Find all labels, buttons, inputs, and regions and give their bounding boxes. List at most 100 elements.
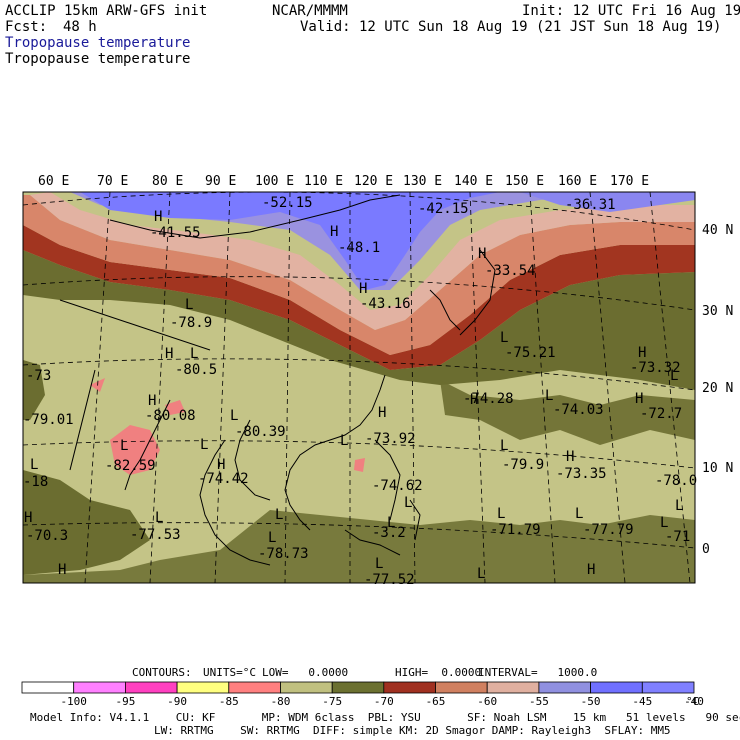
low-marker: L	[497, 506, 505, 522]
colorbar-swatch	[73, 681, 126, 694]
colorbar	[21, 681, 695, 694]
colorbar-tick-label: -100	[60, 695, 87, 708]
high-marker: H	[378, 405, 386, 421]
value-label: -42.15	[418, 201, 469, 217]
colorbar-tick-label: -55	[529, 695, 549, 708]
colorbar-swatch	[538, 681, 592, 694]
field-title-contour: Tropopause temperature	[5, 51, 191, 67]
value-label: -79.01	[23, 412, 74, 428]
high-marker: H	[635, 391, 643, 407]
low-marker: L	[670, 368, 678, 384]
value-label: -48.1	[338, 240, 380, 256]
colorbar-swatch	[435, 681, 488, 694]
colorbar-unit: °C	[686, 695, 699, 708]
lon-label: 120 E	[354, 174, 393, 189]
value-label: -77.53	[130, 527, 181, 543]
forecast-hour: 48 h	[63, 19, 97, 35]
value-label: -71	[665, 529, 690, 545]
value-label: -52.15	[262, 195, 313, 211]
value-label: -74.42	[198, 471, 249, 487]
colorbar-tick-label: -40	[684, 695, 704, 708]
low-marker: L	[500, 438, 508, 454]
longitude-labels: 60 E 70 E 80 E 90 E 100 E 110 E 120 E 13…	[38, 174, 649, 189]
high-marker: H	[587, 562, 595, 578]
field-title-shaded: Tropopause temperature	[5, 35, 191, 51]
contours-units: UNITS=°C	[203, 666, 256, 679]
lon-label: 150 E	[505, 174, 544, 189]
low-marker: L	[230, 408, 238, 424]
value-label: -79.9	[502, 457, 544, 473]
model-title: ACCLIP 15km ARW-GFS init	[5, 3, 208, 19]
value-label: -3.2	[372, 525, 406, 541]
contours-low: LOW= 0.0000	[262, 666, 349, 679]
value-label: -43.16	[360, 296, 411, 312]
value-label: -71.79	[490, 522, 541, 538]
colorbar-tick-label: -45	[632, 695, 652, 708]
high-marker: H	[154, 209, 162, 225]
model-info-line2: LW: RRTMG SW: RRTMG DIFF: simple KM: 2D …	[154, 724, 671, 737]
value-label: -18	[23, 474, 48, 490]
value-label: -73.32	[630, 360, 681, 376]
latitude-labels: 40 N 30 N 20 N 10 N 0	[702, 223, 733, 557]
colorbar-swatch	[228, 681, 281, 694]
low-marker: L	[500, 330, 508, 346]
colorbar-swatch	[331, 681, 385, 694]
high-marker: H	[330, 224, 338, 240]
temperature-shading	[23, 192, 695, 583]
colorbar-tick-label: -75	[322, 695, 342, 708]
high-marker: H	[58, 562, 66, 578]
colorbar-swatch	[21, 681, 75, 694]
high-marker: H	[217, 457, 225, 473]
low-marker: L	[155, 510, 163, 526]
low-markers: L L L L L L L L L L L L L L L L L L L L …	[30, 297, 683, 582]
colorbar-tick-label: -70	[374, 695, 394, 708]
value-label: -82.59	[105, 458, 156, 474]
colorbar-swatch	[590, 681, 643, 694]
low-marker: L	[387, 515, 395, 531]
colorbar-swatch	[280, 681, 333, 694]
value-label: -73.92	[365, 431, 416, 447]
coastlines	[59, 194, 496, 566]
high-marker: H	[566, 449, 574, 465]
colorbar-labels: -100 -95 -90 -85 -80 -75 -70 -65 -60 -55 -50 -45 -40	[60, 695, 703, 708]
high-marker: H	[470, 392, 478, 408]
value-label: -73	[26, 368, 51, 384]
model-info-line1: Model Info: V4.1.1 CU: KF MP: WDM 6class…	[30, 711, 740, 724]
lat-label: 30 N	[702, 304, 733, 319]
low-marker: L	[30, 457, 38, 473]
lon-label: 90 E	[205, 174, 236, 189]
colorbar-tick-label: -60	[477, 695, 497, 708]
colorbar-tick-label: -50	[581, 695, 601, 708]
colorbar-swatch	[176, 681, 230, 694]
value-label: -80.08	[145, 408, 196, 424]
value-label: -72.7	[640, 406, 682, 422]
org-label: NCAR/MMMM	[272, 3, 348, 19]
value-label: -73.35	[556, 466, 607, 482]
colorbar-swatch	[486, 681, 540, 694]
lat-label: 20 N	[702, 381, 733, 396]
value-label: -70.3	[26, 528, 68, 544]
valid-time: Valid: 12 UTC Sun 18 Aug 19 (21 JST Sun …	[300, 19, 722, 35]
low-marker: L	[404, 495, 412, 511]
colorbar-swatch	[125, 681, 178, 694]
colorbar-swatch	[383, 681, 436, 694]
lon-label: 140 E	[454, 174, 493, 189]
colorbar-tick-label: -80	[271, 695, 291, 708]
value-label: -78.9	[170, 315, 212, 331]
low-marker: L	[120, 438, 128, 454]
high-marker: H	[638, 345, 646, 361]
graticule	[22, 191, 696, 584]
value-label: -78.0	[655, 473, 697, 489]
low-marker: L	[190, 346, 198, 362]
colorbar-tick-label: -95	[115, 695, 135, 708]
low-marker: L	[660, 515, 668, 531]
contours-high: HIGH= 0.0000	[395, 666, 482, 679]
map-frame	[22, 191, 696, 584]
low-marker: L	[477, 566, 485, 582]
lon-label: 60 E	[38, 174, 69, 189]
lon-label: 100 E	[255, 174, 294, 189]
high-marker: H	[165, 346, 173, 362]
low-marker: L	[268, 530, 276, 546]
lat-label: 40 N	[702, 223, 733, 238]
